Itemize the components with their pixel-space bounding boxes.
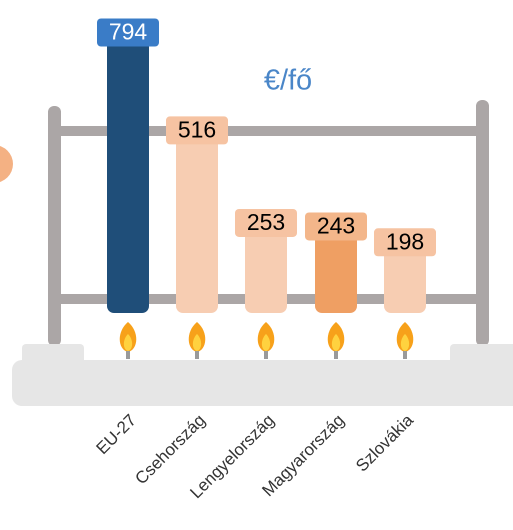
value-label: 243: [317, 213, 355, 239]
stove-base: [12, 360, 513, 406]
decor-circle: [0, 145, 13, 183]
unit-label: €/fő: [264, 65, 312, 97]
burner: [264, 351, 268, 359]
value-label: 253: [247, 209, 285, 235]
bar: [107, 34, 149, 313]
chart: 794516253243198 €/fő EU-27CsehországLeng…: [0, 0, 513, 530]
value-label: 516: [178, 116, 216, 142]
burner: [195, 351, 199, 359]
x-tick-label: EU-27: [92, 411, 140, 459]
post: [476, 100, 489, 346]
burner: [126, 351, 130, 359]
burner: [403, 351, 407, 359]
x-tick-label: Szlovákia: [352, 410, 417, 475]
bars: 794 516 253 243 198: [97, 19, 436, 313]
value-label: 198: [386, 228, 424, 254]
bar: [245, 224, 287, 313]
burner: [334, 351, 338, 359]
bar: [176, 131, 218, 313]
post: [48, 106, 61, 346]
value-label: 794: [109, 19, 148, 45]
